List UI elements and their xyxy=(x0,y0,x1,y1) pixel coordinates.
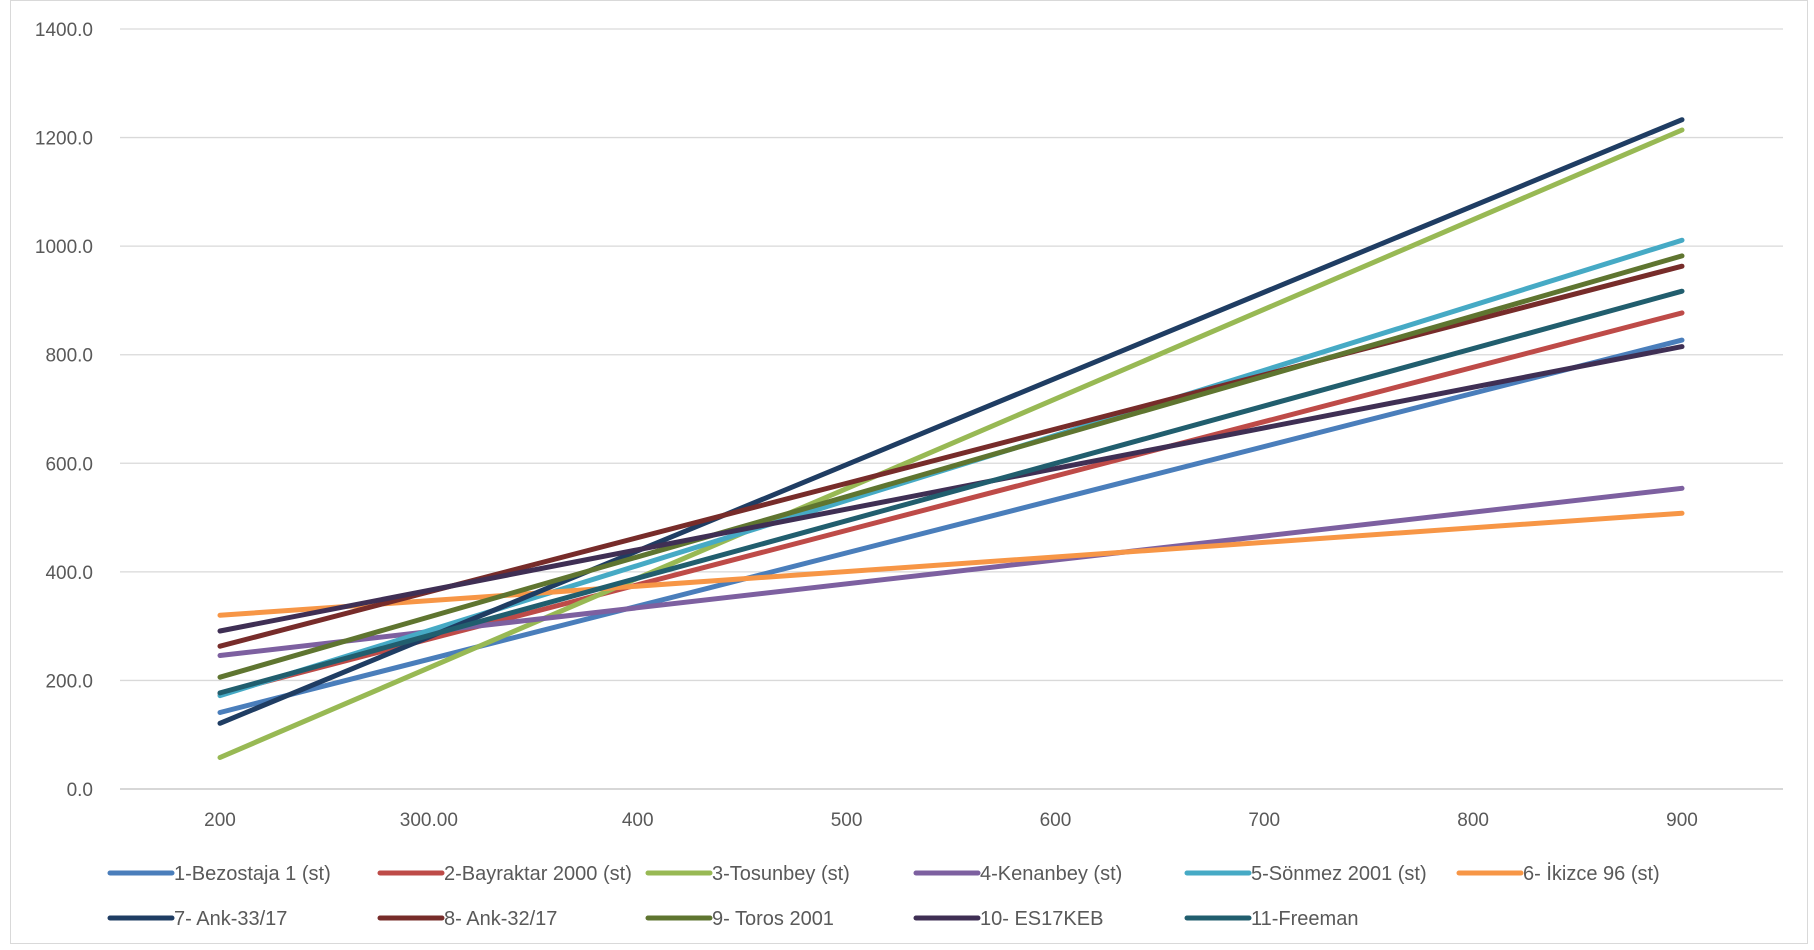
x-axis: 200 300.00 400 500 600 700 800 900 xyxy=(204,810,1698,831)
chart-frame xyxy=(10,0,1808,944)
legend-item: 6- İkizce 96 (st) xyxy=(1456,862,1660,885)
legend-label: 10- ES17KEB xyxy=(980,908,1103,930)
legend-item: 11-Freeman xyxy=(1184,908,1358,930)
y-tick-label: 800.0 xyxy=(45,346,93,367)
legend-item: 10- ES17KEB xyxy=(913,908,1103,930)
series-line-6 xyxy=(217,510,1685,618)
y-tick-label: 1000.0 xyxy=(35,237,93,258)
series-line-7 xyxy=(217,117,1685,726)
y-tick-label: 0.0 xyxy=(67,780,93,801)
x-tick-label: 300.00 xyxy=(400,810,458,831)
y-tick-label: 1200.0 xyxy=(35,129,93,150)
legend-item: 2-Bayraktar 2000 (st) xyxy=(377,863,632,885)
series-line-2 xyxy=(217,310,1685,696)
legend-label: 3-Tosunbey (st) xyxy=(712,863,850,885)
legend-label: 6- İkizce 96 (st) xyxy=(1523,862,1660,885)
legend-label: 4-Kenanbey (st) xyxy=(980,863,1122,885)
legend-label: 7- Ank-33/17 xyxy=(174,908,287,930)
series-line-3 xyxy=(217,127,1685,760)
legend-item: 5-Sönmez 2001 (st) xyxy=(1184,863,1427,885)
y-tick-label: 1400.0 xyxy=(35,20,93,41)
y-axis: 0.0 200.0 400.0 600.0 800.0 1000.0 1200.0 1400.… xyxy=(35,20,93,801)
legend: 1-Bezostaja 1 (st) 2-Bayraktar 2000 (st) 3… xyxy=(107,862,1660,930)
y-tick-label: 600.0 xyxy=(45,454,93,475)
x-tick-label: 200 xyxy=(204,810,236,831)
x-tick-label: 500 xyxy=(831,810,863,831)
legend-item: 8- Ank-32/17 xyxy=(377,908,557,930)
x-tick-label: 700 xyxy=(1248,810,1280,831)
y-tick-label: 400.0 xyxy=(45,563,93,584)
series-line-10 xyxy=(217,344,1685,634)
legend-label: 5-Sönmez 2001 (st) xyxy=(1251,863,1427,885)
legend-item: 1-Bezostaja 1 (st) xyxy=(107,863,331,885)
legend-label: 11-Freeman xyxy=(1251,908,1358,930)
x-tick-label: 600 xyxy=(1040,810,1072,831)
legend-label: 8- Ank-32/17 xyxy=(444,908,557,930)
series-line-9 xyxy=(217,253,1685,680)
legend-item: 7- Ank-33/17 xyxy=(107,908,287,930)
series-lines xyxy=(217,117,1685,760)
y-tick-label: 200.0 xyxy=(45,671,93,692)
x-tick-label: 400 xyxy=(622,810,654,831)
legend-item: 4-Kenanbey (st) xyxy=(913,863,1122,885)
legend-item: 9- Toros 2001 xyxy=(645,908,834,930)
legend-item: 3-Tosunbey (st) xyxy=(645,863,850,885)
legend-label: 1-Bezostaja 1 (st) xyxy=(174,863,331,885)
x-tick-label: 900 xyxy=(1666,810,1698,831)
legend-label: 2-Bayraktar 2000 (st) xyxy=(444,863,632,885)
x-tick-label: 800 xyxy=(1457,810,1489,831)
legend-label: 9- Toros 2001 xyxy=(712,908,834,930)
series-line-11 xyxy=(217,288,1685,696)
